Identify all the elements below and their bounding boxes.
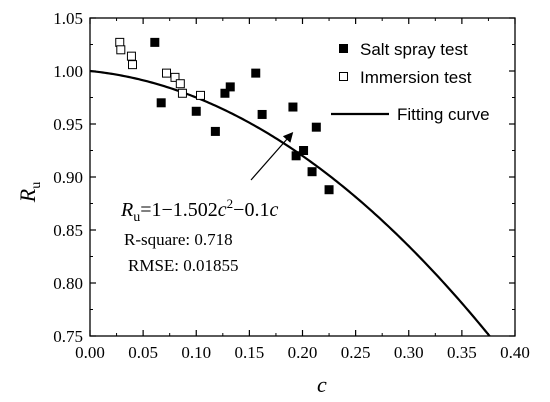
x-tick-label: 0.10 (181, 343, 211, 362)
legend-label-immersion: Immersion test (360, 68, 472, 87)
x-tick-label: 0.25 (341, 343, 371, 362)
y-tick-label: 0.95 (53, 115, 83, 134)
data-point-salt-spray (225, 82, 235, 92)
data-point-salt-spray (307, 167, 317, 177)
data-point-salt-spray (210, 126, 220, 136)
legend-label-fitting-curve: Fitting curve (397, 105, 490, 124)
data-point-salt-spray (291, 151, 301, 161)
data-point-immersion (170, 72, 180, 82)
plot-frame (89, 17, 516, 337)
y-tick-label: 1.05 (53, 9, 83, 28)
x-tick-label: 0.20 (288, 343, 318, 362)
data-point-salt-spray (150, 37, 160, 47)
x-tick-label: 0.05 (128, 343, 158, 362)
data-point-salt-spray (251, 68, 261, 78)
y-tick-label: 1.00 (53, 62, 83, 81)
data-point-immersion (196, 90, 205, 100)
r-square-label: R-square: 0.718 (124, 230, 233, 249)
y-tick-label: 0.90 (53, 168, 83, 187)
legend-marker-immersion (339, 72, 348, 81)
x-tick-labels: 0.00 0.05 0.10 0.15 0.20 0.25 0.30 0.35 0.40 (75, 343, 530, 362)
x-tick-label: 0.00 (75, 343, 105, 362)
data-point-salt-spray (257, 109, 267, 119)
x-axis-title: c (317, 372, 327, 397)
legend: Salt spray test Immersion test Fitting c… (331, 40, 490, 124)
data-point-salt-spray (299, 146, 309, 155)
x-tick-label: 0.15 (235, 343, 265, 362)
x-tick-label: 0.35 (447, 343, 477, 362)
data-point-immersion (175, 79, 185, 89)
data-point-salt-spray (288, 102, 298, 112)
y-tick-label: 0.85 (53, 221, 83, 240)
data-point-salt-spray (156, 98, 166, 108)
data-point-salt-spray (311, 122, 321, 132)
data-point-salt-spray (220, 88, 230, 98)
ticks-layer (89, 17, 516, 337)
data-point-salt-spray (324, 185, 334, 195)
y-axis-title: Ru (15, 182, 44, 203)
legend-marker-salt-spray (339, 44, 348, 53)
data-point-immersion (177, 88, 187, 98)
fit-equation: Ru=1−1.502c2−0.1c (120, 196, 278, 225)
data-point-immersion (128, 60, 137, 70)
y-tick-label: 0.80 (53, 274, 83, 293)
points-layer (115, 37, 334, 195)
x-tick-label: 0.30 (394, 343, 424, 362)
y-tick-label: 0.75 (53, 327, 83, 346)
data-point-immersion (116, 45, 126, 55)
rmse-label: RMSE: 0.01855 (128, 256, 239, 275)
annotation-arrow (250, 131, 294, 181)
data-point-immersion (126, 51, 136, 61)
fitting-curve-line (90, 69, 491, 336)
y-tick-labels: 0.75 0.80 0.85 0.90 0.95 1.00 1.05 (53, 9, 83, 346)
legend-label-salt-spray: Salt spray test (360, 40, 468, 59)
data-point-immersion (115, 37, 125, 47)
x-tick-label: 0.40 (500, 343, 530, 362)
data-point-immersion (162, 68, 171, 78)
data-point-salt-spray (191, 106, 201, 116)
